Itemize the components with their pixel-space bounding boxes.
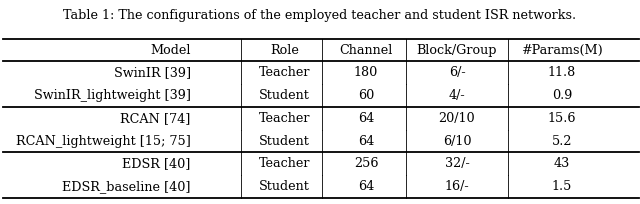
Text: SwinIR [39]: SwinIR [39] bbox=[113, 66, 191, 79]
Text: 64: 64 bbox=[358, 135, 374, 147]
Text: RCAN_lightweight [15; 75]: RCAN_lightweight [15; 75] bbox=[16, 135, 191, 147]
Text: 32/-: 32/- bbox=[445, 157, 469, 170]
Text: 1.5: 1.5 bbox=[552, 180, 572, 193]
Text: 43: 43 bbox=[554, 157, 570, 170]
Text: Teacher: Teacher bbox=[259, 157, 310, 170]
Text: 4/-: 4/- bbox=[449, 89, 465, 102]
Text: 64: 64 bbox=[358, 180, 374, 193]
Text: Role: Role bbox=[270, 44, 300, 57]
Text: 16/-: 16/- bbox=[445, 180, 469, 193]
Text: Table 1: The configurations of the employed teacher and student ISR networks.: Table 1: The configurations of the emplo… bbox=[63, 9, 577, 22]
Text: RCAN [74]: RCAN [74] bbox=[120, 112, 191, 125]
Text: Model: Model bbox=[150, 44, 191, 57]
Text: Student: Student bbox=[259, 180, 310, 193]
Text: EDSR [40]: EDSR [40] bbox=[122, 157, 191, 170]
Text: SwinIR_lightweight [39]: SwinIR_lightweight [39] bbox=[34, 89, 191, 102]
Text: 64: 64 bbox=[358, 112, 374, 125]
Text: EDSR_baseline [40]: EDSR_baseline [40] bbox=[62, 180, 191, 193]
Text: 6/-: 6/- bbox=[449, 66, 465, 79]
Text: Student: Student bbox=[259, 89, 310, 102]
Text: 6/10: 6/10 bbox=[443, 135, 471, 147]
Text: Student: Student bbox=[259, 135, 310, 147]
Text: Teacher: Teacher bbox=[259, 66, 310, 79]
Text: Teacher: Teacher bbox=[259, 112, 310, 125]
Text: 15.6: 15.6 bbox=[548, 112, 576, 125]
Text: #Params(M): #Params(M) bbox=[521, 44, 603, 57]
Text: 180: 180 bbox=[354, 66, 378, 79]
Text: 20/10: 20/10 bbox=[438, 112, 476, 125]
Text: Block/Group: Block/Group bbox=[417, 44, 497, 57]
Text: 60: 60 bbox=[358, 89, 374, 102]
Text: Channel: Channel bbox=[339, 44, 393, 57]
Text: 0.9: 0.9 bbox=[552, 89, 572, 102]
Text: 11.8: 11.8 bbox=[548, 66, 576, 79]
Text: 256: 256 bbox=[354, 157, 378, 170]
Text: 5.2: 5.2 bbox=[552, 135, 572, 147]
